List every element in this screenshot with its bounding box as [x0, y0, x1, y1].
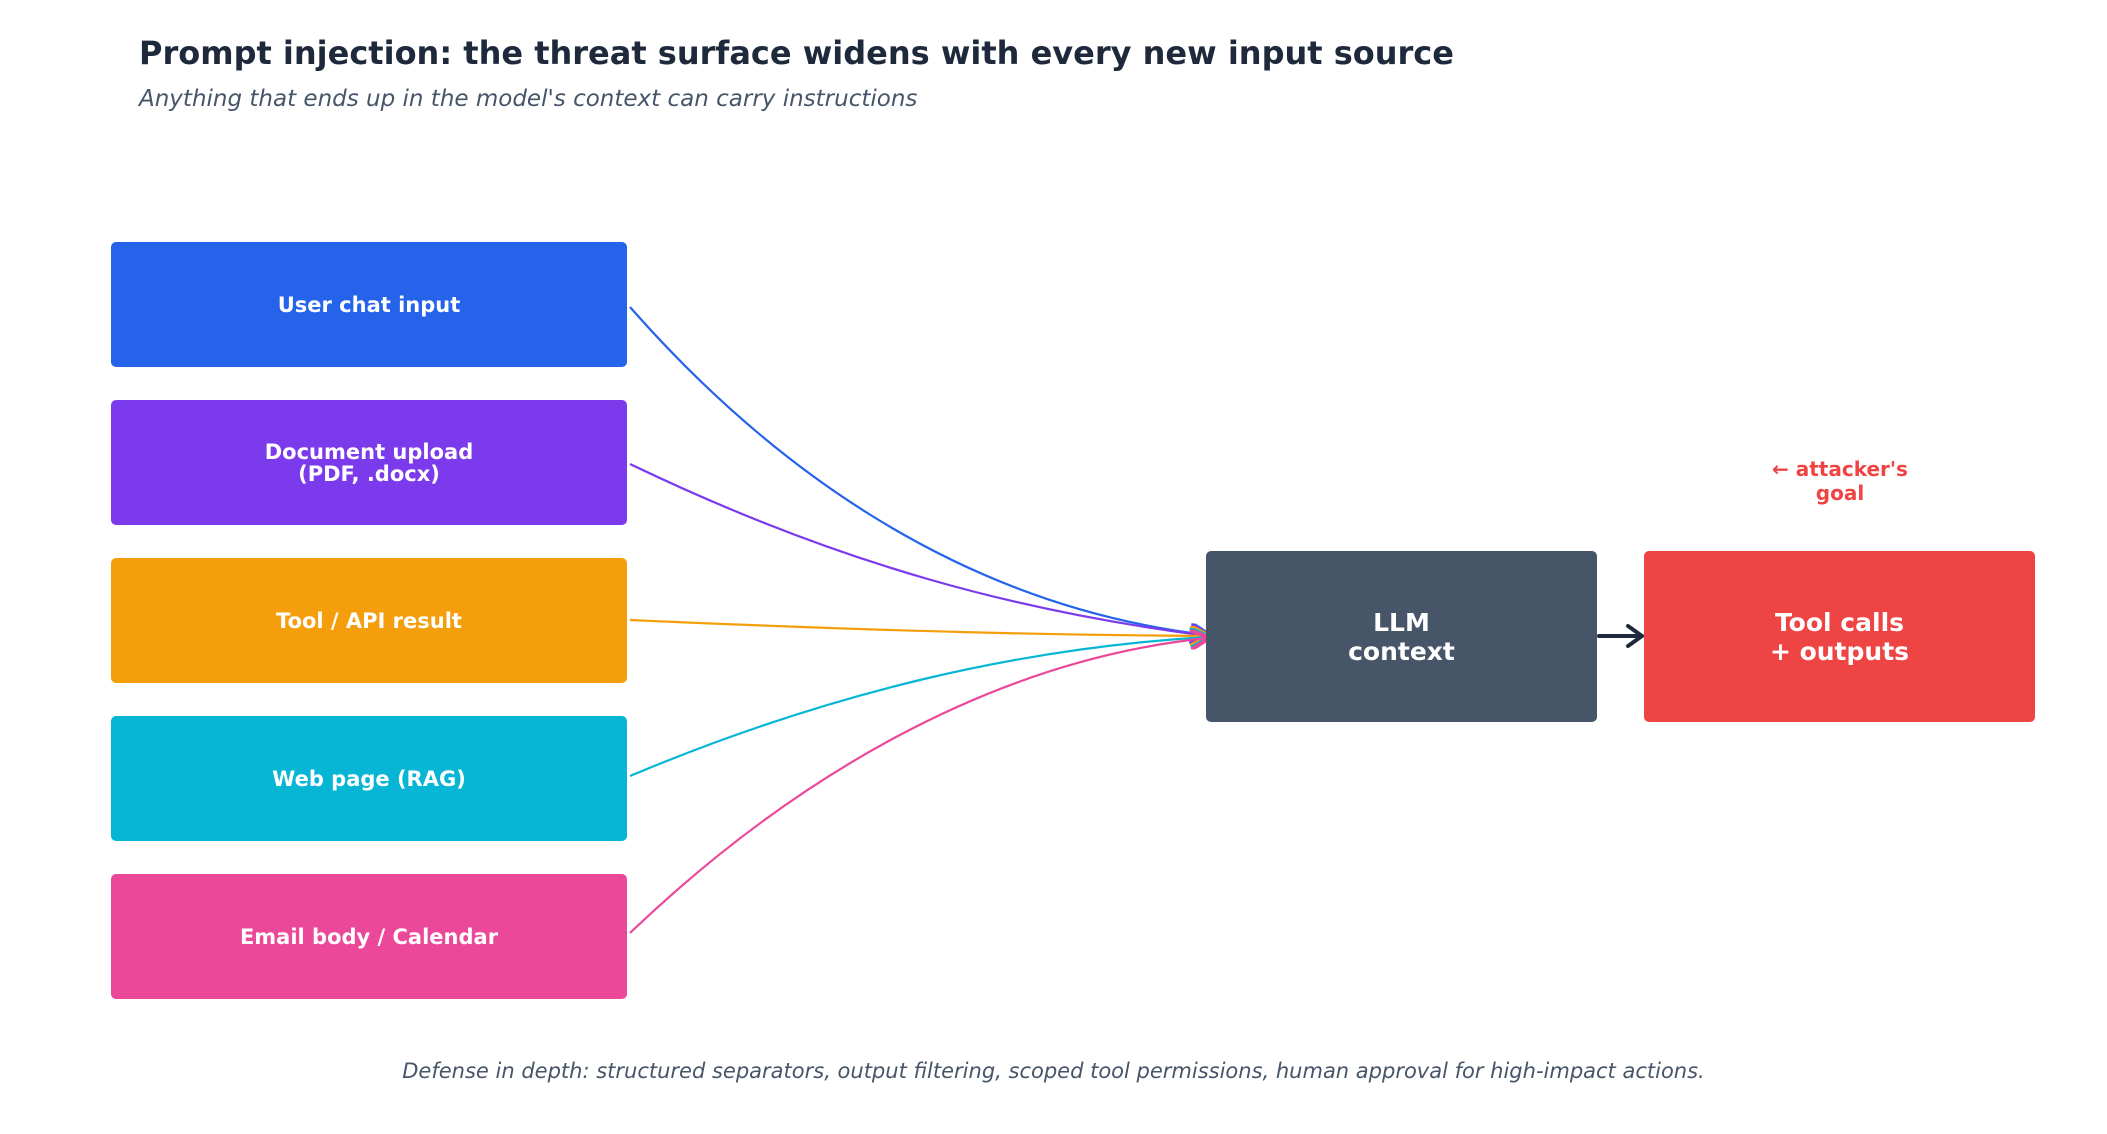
source-label: Email body / Calendar	[239, 924, 499, 949]
edge-email-to-llm	[629, 638, 1208, 934]
edge-web-page-to-llm	[629, 637, 1208, 778]
edge-llm-to-tool-calls	[1597, 624, 1646, 648]
source-email-calendar: Email body / Calendar	[111, 874, 627, 999]
edge-document-to-llm	[629, 463, 1208, 636]
tool-calls-outputs-label: Tool calls + outputs	[1769, 607, 1910, 666]
source-tool-api-result: Tool / API result	[111, 558, 627, 683]
source-label: User chat input	[277, 292, 461, 317]
llm-context-box: LLM context	[1206, 551, 1597, 722]
edge-user-chat-to-llm	[629, 306, 1208, 635]
tool-calls-outputs-box: Tool calls + outputs	[1644, 551, 2035, 722]
defense-footnote: Defense in depth: structured separators,…	[402, 1059, 1705, 1083]
edge-tool-result-to-llm	[629, 618, 1208, 636]
source-user-chat-input: User chat input	[111, 242, 627, 367]
source-web-page-rag: Web page (RAG)	[111, 716, 627, 841]
source-document-upload: Document upload (PDF, .docx)	[111, 400, 627, 525]
source-label: Tool / API result	[276, 608, 462, 633]
diagram-subtitle: Anything that ends up in the model's con…	[139, 86, 918, 112]
llm-context-label: LLM context	[1348, 607, 1455, 666]
attacker-goal-annotation: ← attacker's goal	[1772, 457, 1908, 505]
source-label: Document upload (PDF, .docx)	[264, 439, 474, 486]
source-label: Web page (RAG)	[272, 766, 466, 791]
diagram-title: Prompt injection: the threat surface wid…	[139, 34, 1454, 72]
